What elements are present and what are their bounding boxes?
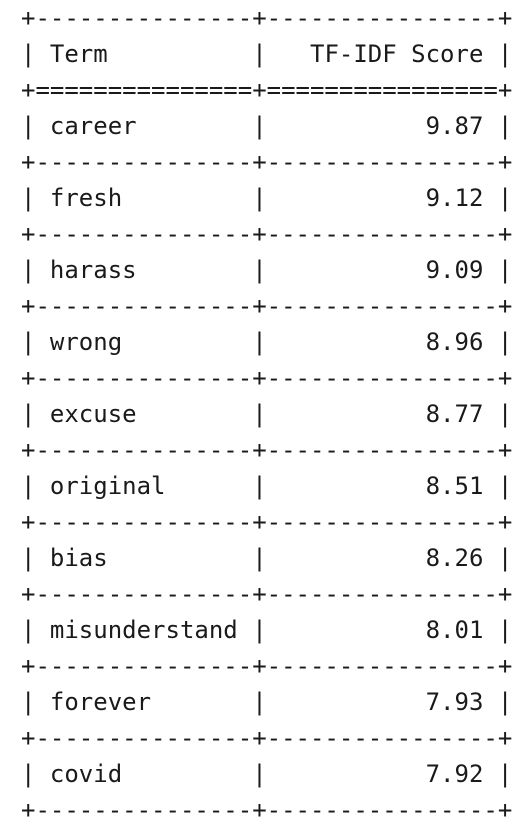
score-cell: 8.51 <box>425 472 484 500</box>
term-cell: career <box>49 112 137 140</box>
row-separator: +---------------+----------------+ <box>21 220 513 248</box>
term-cell: bias <box>49 544 108 572</box>
term-cell: wrong <box>49 328 123 356</box>
term-cell: misunderstand <box>49 616 238 644</box>
cell-divider: | <box>21 112 50 140</box>
score-cell: 8.96 <box>425 328 484 356</box>
term-cell: fresh <box>49 184 123 212</box>
table-row: | wrong | 8.96 | <box>21 328 513 356</box>
row-separator: +---------------+----------------+ <box>21 652 513 680</box>
column-header-score: TF-IDF Score <box>310 40 484 68</box>
score-cell: 8.01 <box>425 616 484 644</box>
table-header-separator: +===============+================+ <box>21 76 513 104</box>
term-cell: original <box>49 472 166 500</box>
score-cell: 8.26 <box>425 544 484 572</box>
term-cell: excuse <box>49 400 137 428</box>
cell-divider: | <box>21 616 50 644</box>
cell-divider: | <box>21 184 50 212</box>
table-header-row: | Term | TF-IDF Score | <box>21 40 513 68</box>
table-row: | harass | 9.09 | <box>21 256 513 284</box>
score-cell: 7.92 <box>425 760 484 788</box>
tf-idf-table: +---------------+----------------+ | Term… <box>21 0 512 828</box>
table-row: | career | 9.87 | <box>21 112 513 140</box>
row-separator: +---------------+----------------+ <box>21 796 513 824</box>
row-separator: +---------------+----------------+ <box>21 364 513 392</box>
row-separator: +---------------+----------------+ <box>21 292 513 320</box>
table-row: | bias | 8.26 | <box>21 544 513 572</box>
score-cell: 8.77 <box>425 400 484 428</box>
cell-divider: | <box>21 688 50 716</box>
score-cell: 9.87 <box>425 112 484 140</box>
table-top-border: +---------------+----------------+ <box>21 4 513 32</box>
cell-divider: | <box>21 760 50 788</box>
row-separator: +---------------+----------------+ <box>21 580 513 608</box>
cell-divider: | <box>21 328 50 356</box>
score-cell: 9.12 <box>425 184 484 212</box>
cell-divider: | <box>21 400 50 428</box>
row-separator: +---------------+----------------+ <box>21 436 513 464</box>
term-cell: harass <box>49 256 137 284</box>
score-cell: 9.09 <box>425 256 484 284</box>
cell-divider: | <box>21 40 50 68</box>
table-row: | fresh | 9.12 | <box>21 184 513 212</box>
term-cell: forever <box>49 688 152 716</box>
row-separator: +---------------+----------------+ <box>21 724 513 752</box>
table-row: | excuse | 8.77 | <box>21 400 513 428</box>
table-row: | misunderstand | 8.01 | <box>21 616 513 644</box>
cell-divider: | <box>21 472 50 500</box>
table-row: | original | 8.51 | <box>21 472 513 500</box>
score-cell: 7.93 <box>425 688 484 716</box>
table-row: | covid | 7.92 | <box>21 760 513 788</box>
term-cell: covid <box>49 760 123 788</box>
row-separator: +---------------+----------------+ <box>21 508 513 536</box>
row-separator: +---------------+----------------+ <box>21 148 513 176</box>
table-row: | forever | 7.93 | <box>21 688 513 716</box>
column-header-term: Term <box>49 40 108 68</box>
cell-divider: | <box>21 256 50 284</box>
cell-divider: | <box>21 544 50 572</box>
